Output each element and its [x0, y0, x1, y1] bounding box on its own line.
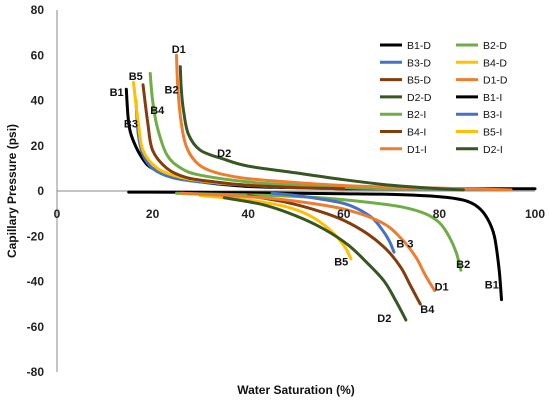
legend-entry-label: B4-I: [407, 127, 426, 139]
series-line-b5-d: [141, 83, 346, 191]
curve-label: D1: [172, 44, 186, 56]
curve-label: B5: [129, 71, 143, 83]
y-tick-label: -20: [27, 229, 45, 243]
x-tick-label: 60: [337, 207, 351, 221]
curve-label: B1: [110, 87, 124, 99]
series-line-b4-d: [132, 80, 346, 191]
series-line-b5-i: [198, 194, 353, 261]
y-tick-label: -80: [27, 365, 45, 379]
x-tick-label: 80: [433, 207, 447, 221]
curve-label: B3: [124, 119, 138, 131]
legend-entry-label: B3-I: [483, 109, 502, 121]
legend-entry-label: D2-I: [483, 144, 503, 156]
legend-entry-label: D2-D: [407, 92, 432, 104]
series-line-d1-i: [179, 191, 437, 293]
y-tick-label: -60: [27, 320, 45, 334]
y-tick-labels: 80 60 40 20 0 -20 -40 -60 -80: [27, 3, 45, 379]
series-line-d1-d: [175, 53, 513, 192]
series-line-b2-i: [175, 191, 463, 272]
x-tick-label: 0: [54, 207, 61, 221]
x-tick-label: 40: [242, 207, 256, 221]
curve-label: B2: [165, 85, 179, 97]
curve-label: D2: [217, 148, 231, 160]
series-line-b2-d: [148, 71, 465, 191]
curve-label: D1: [435, 282, 449, 294]
y-tick-label: 0: [37, 184, 44, 198]
y-tick-label: -40: [27, 275, 45, 289]
series-layer: [124, 53, 537, 322]
series-line-d2-d: [178, 65, 465, 192]
curve-label: B4: [420, 304, 435, 316]
x-axis-title: Water Saturation (%): [237, 383, 355, 397]
legend-entry-label: B2-I: [407, 109, 426, 121]
x-tick-label: 100: [525, 207, 545, 221]
legend-entry-label: B5-I: [483, 127, 502, 139]
y-axis-title: Capillary Pressure (psi): [5, 124, 19, 258]
legend-entry-label: B5-D: [407, 75, 431, 87]
legend: B1-D B2-D B3-D B4-D B5-D D1-D D2-D B1-I B2-I B3-I…: [380, 40, 508, 156]
legend-entry-label: B1-I: [483, 92, 502, 104]
x-tick-labels: 0 20 40 60 80 100: [54, 207, 546, 221]
legend-entry-label: B4-D: [483, 57, 507, 69]
legend-entry-label: B3-D: [407, 57, 431, 69]
legend-entry-label: B1-D: [407, 40, 431, 52]
y-tick-label: 60: [31, 48, 45, 62]
series-line-b1-d: [124, 87, 537, 191]
curve-label: B2: [456, 259, 470, 271]
legend-entry-label: D1-D: [483, 75, 508, 87]
y-tick-label: 20: [31, 139, 45, 153]
series-line-d2-i: [222, 196, 408, 322]
curve-label: D2: [377, 313, 391, 325]
y-tick-label: 80: [31, 3, 45, 17]
curve-label: B4: [150, 105, 165, 117]
x-tick-label: 20: [146, 207, 160, 221]
curve-label: B5: [334, 257, 348, 269]
series-line-b3-i: [270, 191, 396, 254]
legend-entry-label: D1-I: [407, 144, 427, 156]
curve-labels: D1 B5 B2 B1 B4 B3 D2 B 3 B2 B5 D1 B1 B4 D2: [110, 44, 499, 325]
curve-label: B 3: [396, 239, 413, 251]
y-tick-label: 40: [31, 94, 45, 108]
series-line-b1-i: [127, 190, 503, 302]
curve-label: B1: [485, 279, 499, 291]
series-line-b4-i: [246, 194, 422, 306]
legend-entry-label: B2-D: [483, 40, 507, 52]
